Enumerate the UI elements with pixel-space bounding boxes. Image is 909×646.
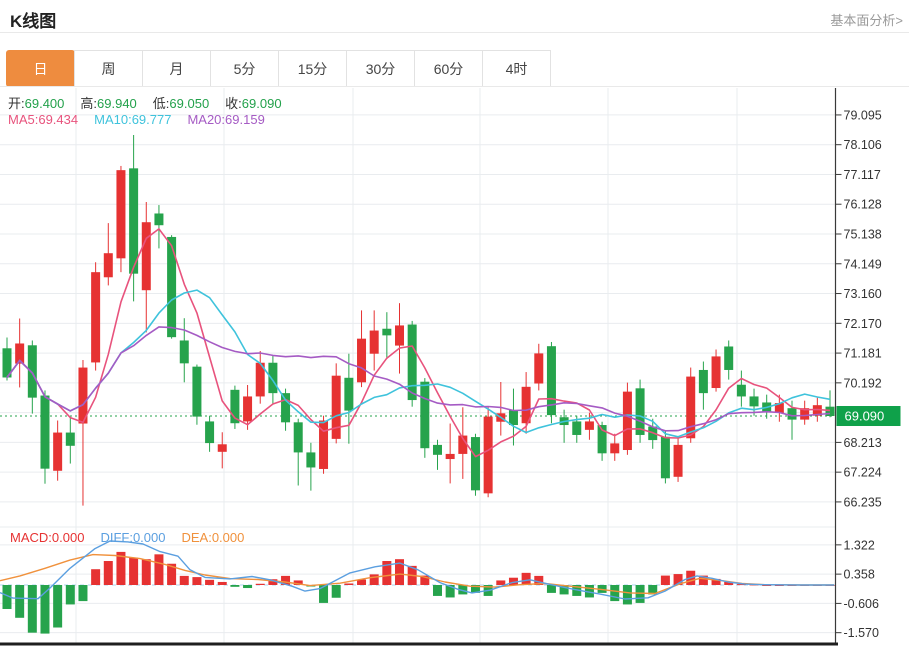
legend-item: MA20:69.159 xyxy=(187,112,265,127)
svg-text:78.106: 78.106 xyxy=(844,138,882,152)
macd-axis: 1.322 0.358 -0.606 -1.570 xyxy=(835,538,879,640)
ma-legend: MA5:69.434 MA10:69.777 MA20:69.159 xyxy=(8,112,281,127)
legend-item: MA5:69.434 xyxy=(8,112,79,127)
tab-60分[interactable]: 60分 xyxy=(414,50,483,87)
svg-text:76.128: 76.128 xyxy=(844,198,882,212)
price-axis: 79.095 78.106 77.117 76.128 75.138 74.149 73.1… xyxy=(835,108,882,509)
legend-item: DIFF:0.000 xyxy=(100,530,166,545)
svg-text:72.170: 72.170 xyxy=(844,317,882,331)
svg-text:0.358: 0.358 xyxy=(844,568,875,582)
ohlc-legend: 开:69.400 高:69.940 低:69.050 收:69.090 xyxy=(8,93,298,112)
svg-text:1.322: 1.322 xyxy=(844,538,875,552)
legend-item: MACD:0.000 xyxy=(10,530,85,545)
current-price-badge: 69.090 xyxy=(836,406,901,427)
svg-text:66.235: 66.235 xyxy=(844,495,882,509)
svg-text:75.138: 75.138 xyxy=(844,228,882,242)
svg-text:-1.570: -1.570 xyxy=(844,626,879,640)
legend-item: 低:69.050 xyxy=(152,96,210,111)
legend-item: 开:69.400 xyxy=(8,96,65,111)
tab-bar: 日周月 5分 15分 30分 60分 4时 xyxy=(6,50,551,87)
tab-bar-underline xyxy=(0,86,909,87)
legend-item: DEA:0.000 xyxy=(181,530,245,545)
tab-5分[interactable]: 5分 xyxy=(210,50,279,87)
svg-text:67.224: 67.224 xyxy=(844,466,882,480)
svg-text:69.090: 69.090 xyxy=(845,409,885,424)
svg-text:70.192: 70.192 xyxy=(844,376,882,390)
svg-text:74.149: 74.149 xyxy=(844,257,882,271)
svg-text:71.181: 71.181 xyxy=(844,347,882,361)
legend-item: 高:69.940 xyxy=(80,96,137,111)
svg-text:-0.606: -0.606 xyxy=(844,597,879,611)
tab-15分[interactable]: 15分 xyxy=(278,50,347,87)
tab-30分[interactable]: 30分 xyxy=(346,50,415,87)
fundamental-analysis-link[interactable]: 基本面分析> xyxy=(830,13,903,28)
title-bar: K线图 基本面分析> xyxy=(0,0,909,33)
legend-item: MA10:69.777 xyxy=(94,112,172,127)
legend-item: 收:69.090 xyxy=(225,96,282,111)
page-title: K线图 xyxy=(10,12,57,31)
svg-text:77.117: 77.117 xyxy=(844,168,881,182)
svg-text:68.213: 68.213 xyxy=(844,436,882,450)
svg-text:79.095: 79.095 xyxy=(844,108,882,122)
svg-text:73.160: 73.160 xyxy=(844,287,882,301)
macd-legend: MACD:0.000 DIFF:0.000 DEA:0.000 xyxy=(10,530,260,545)
tab-日[interactable]: 日 xyxy=(6,50,75,87)
tab-月[interactable]: 月 xyxy=(142,50,211,87)
